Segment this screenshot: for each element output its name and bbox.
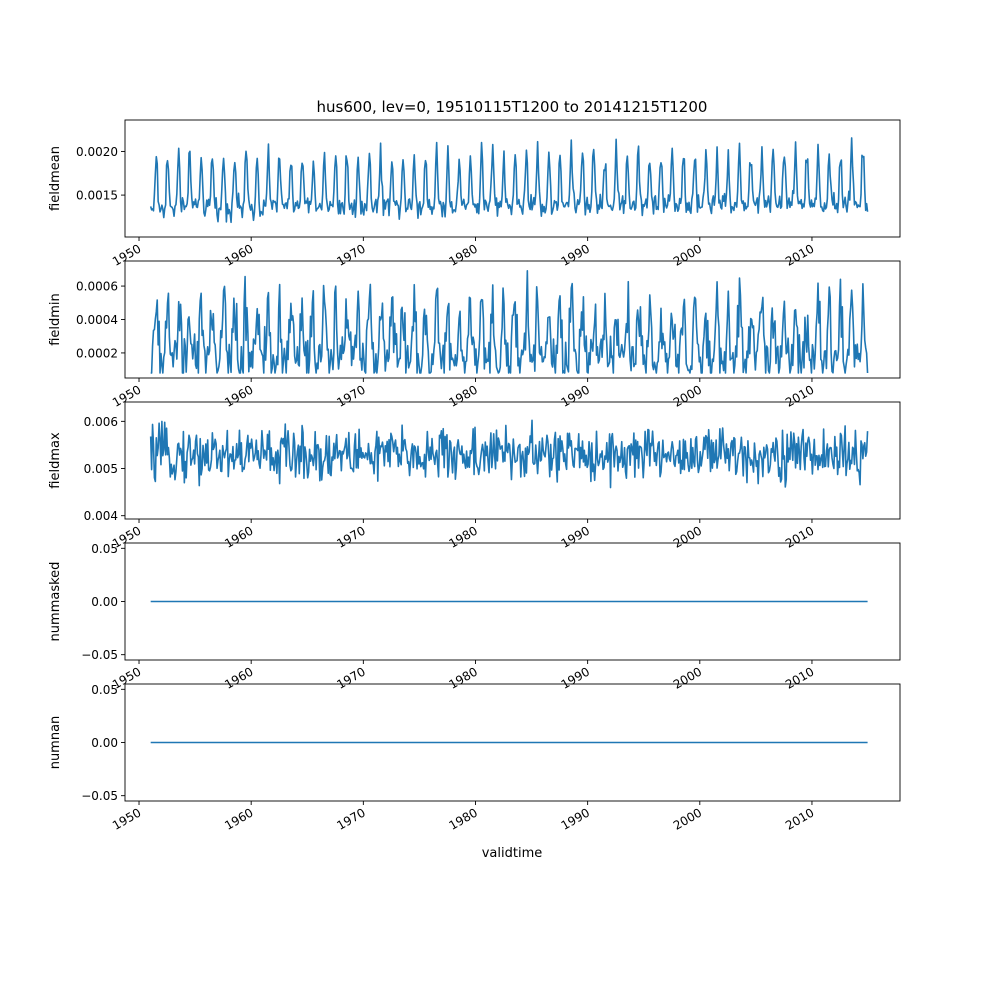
y-tick-label: 0.0006 bbox=[76, 280, 118, 294]
y-tick-label: 0.004 bbox=[84, 509, 118, 523]
x-tick-label: 1960 bbox=[222, 664, 255, 691]
x-tick-label: 1970 bbox=[334, 664, 367, 691]
x-tick-label: 1960 bbox=[222, 805, 255, 832]
subplot-fieldmean: 1950 1960 1970 1980 1990 2000 2010 0.0015 0.0020… bbox=[48, 119, 901, 269]
x-tick-label: 1980 bbox=[447, 382, 480, 409]
subplot-nummasked: 1950 1960 1970 1980 1990 2000 2010−0.050.000.0… bbox=[48, 542, 901, 692]
y-tick-label: −0.05 bbox=[81, 648, 118, 662]
fieldmax-axes-frame bbox=[124, 401, 901, 520]
x-tick-label: 2010 bbox=[783, 241, 816, 268]
y-tick-label: 0.005 bbox=[84, 462, 118, 476]
y-axis-label: fieldmean bbox=[48, 146, 63, 211]
x-tick-label: 1970 bbox=[334, 241, 367, 268]
y-tick-label: 0.00 bbox=[91, 736, 118, 750]
y-axis-label: fieldmax bbox=[48, 432, 63, 489]
subplot-fieldmax: 1950 1960 1970 1980 1990 2000 20100.0040.0050.… bbox=[48, 401, 901, 551]
y-axis-label: nummasked bbox=[48, 562, 63, 642]
x-tick-label: 2000 bbox=[671, 805, 704, 832]
x-tick-label: 1960 bbox=[222, 382, 255, 409]
chart-title: hus600, lev=0, 19510115T1200 to 20141215… bbox=[317, 98, 708, 116]
x-tick-label: 1980 bbox=[447, 523, 480, 550]
y-tick-label: 0.0002 bbox=[76, 346, 118, 360]
fieldmax-series-line bbox=[149, 419, 869, 489]
fieldmin-series-line bbox=[150, 269, 869, 374]
x-tick-label: 2000 bbox=[671, 382, 704, 409]
x-tick-label: 1990 bbox=[559, 805, 592, 832]
y-tick-label: 0.05 bbox=[91, 542, 118, 556]
y-tick-label: 0.006 bbox=[84, 415, 118, 429]
y-axis-label: fieldmin bbox=[48, 293, 63, 346]
x-tick-label: 1950 bbox=[110, 241, 143, 268]
x-tick-label: 2010 bbox=[783, 664, 816, 691]
x-tick-label: 2010 bbox=[783, 805, 816, 832]
y-axis-label: numnan bbox=[48, 716, 63, 770]
y-tick-label: −0.05 bbox=[81, 789, 118, 803]
y-tick-label: 0.0004 bbox=[76, 313, 118, 327]
x-tick-label: 1960 bbox=[222, 523, 255, 550]
subplot-fieldmin: 1950 1960 1970 1980 1990 2000 2010 0.0002 0.0004… bbox=[48, 260, 901, 410]
y-tick-label: 0.00 bbox=[91, 595, 118, 609]
x-tick-label: 2010 bbox=[783, 382, 816, 409]
fieldmean-axes-frame bbox=[124, 119, 901, 238]
x-tick-label: 2000 bbox=[671, 664, 704, 691]
x-tick-label: 1990 bbox=[559, 664, 592, 691]
x-tick-label: 1990 bbox=[559, 523, 592, 550]
x-tick-label: 1970 bbox=[334, 382, 367, 409]
x-tick-label: 1970 bbox=[334, 805, 367, 832]
x-tick-label: 1970 bbox=[334, 523, 367, 550]
x-tick-label: 1960 bbox=[222, 241, 255, 268]
x-tick-label: 2010 bbox=[783, 523, 816, 550]
x-tick-label: 2000 bbox=[671, 523, 704, 550]
x-tick-label: 1950 bbox=[110, 382, 143, 409]
y-tick-label: 0.0015 bbox=[76, 189, 118, 203]
x-tick-label: 1980 bbox=[447, 241, 480, 268]
subplot-numnan: 1950 1960 1970 1980 1990 2000 2010 −0.05 0.00 0.0… bbox=[48, 683, 901, 833]
y-tick-label: 0.05 bbox=[91, 683, 118, 697]
subplots: 1950 1960 1970 1980 1990 2000 20100.00150.0020… bbox=[48, 119, 901, 833]
fieldmean-series-line bbox=[149, 137, 869, 224]
x-tick-label: 1990 bbox=[559, 382, 592, 409]
x-axis-label: validtime bbox=[482, 846, 543, 861]
x-tick-label: 1950 bbox=[110, 805, 143, 832]
x-tick-label: 1980 bbox=[447, 805, 480, 832]
y-tick-label: 0.0020 bbox=[76, 145, 118, 159]
x-tick-label: 1980 bbox=[447, 664, 480, 691]
x-tick-label: 2000 bbox=[671, 241, 704, 268]
x-tick-label: 1990 bbox=[559, 241, 592, 268]
